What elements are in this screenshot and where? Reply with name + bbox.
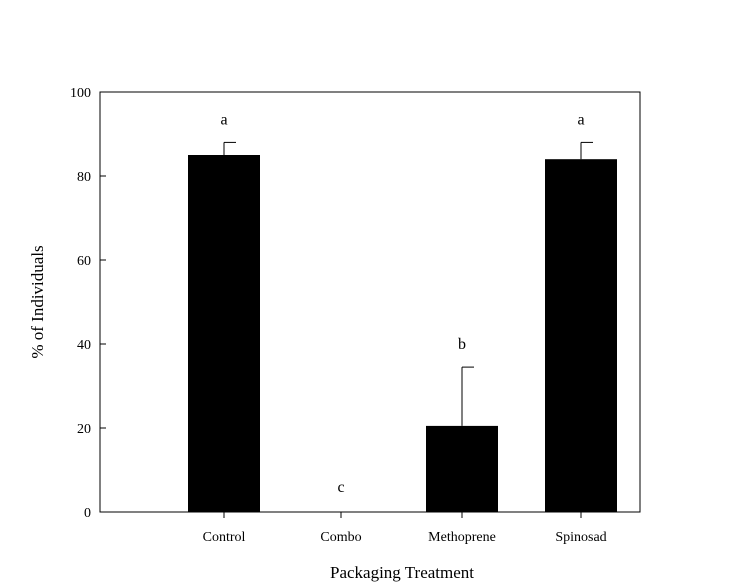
bar bbox=[545, 159, 617, 512]
y-tick-label: 40 bbox=[77, 338, 91, 353]
x-axis-title: Packaging Treatment bbox=[330, 563, 474, 582]
bar bbox=[188, 155, 260, 512]
bar bbox=[426, 425, 498, 512]
x-tick-label: Spinosad bbox=[555, 530, 606, 545]
significance-labels: a c b a bbox=[220, 111, 584, 496]
y-axis-title: % of Individuals bbox=[28, 245, 47, 358]
y-tick-label: 20 bbox=[77, 422, 91, 437]
y-tick-label: 100 bbox=[70, 86, 91, 101]
y-tick-label: 0 bbox=[84, 506, 91, 521]
x-tick-label: Combo bbox=[320, 530, 361, 545]
x-tick-label: Control bbox=[203, 530, 246, 545]
y-axis: 0 20 40 60 80 100 bbox=[70, 86, 106, 521]
significance-letter: a bbox=[220, 111, 227, 128]
y-tick-label: 60 bbox=[77, 254, 91, 269]
significance-letter: b bbox=[458, 336, 466, 353]
error-bars bbox=[223, 141, 593, 426]
y-tick-label: 80 bbox=[77, 170, 91, 185]
significance-letter: c bbox=[337, 479, 344, 496]
x-tick-label: Methoprene bbox=[428, 530, 496, 545]
x-axis: Control Combo Methoprene Spinosad bbox=[203, 512, 607, 545]
significance-letter: a bbox=[577, 111, 584, 128]
bar-series bbox=[188, 155, 617, 512]
plot-frame bbox=[99, 91, 641, 513]
